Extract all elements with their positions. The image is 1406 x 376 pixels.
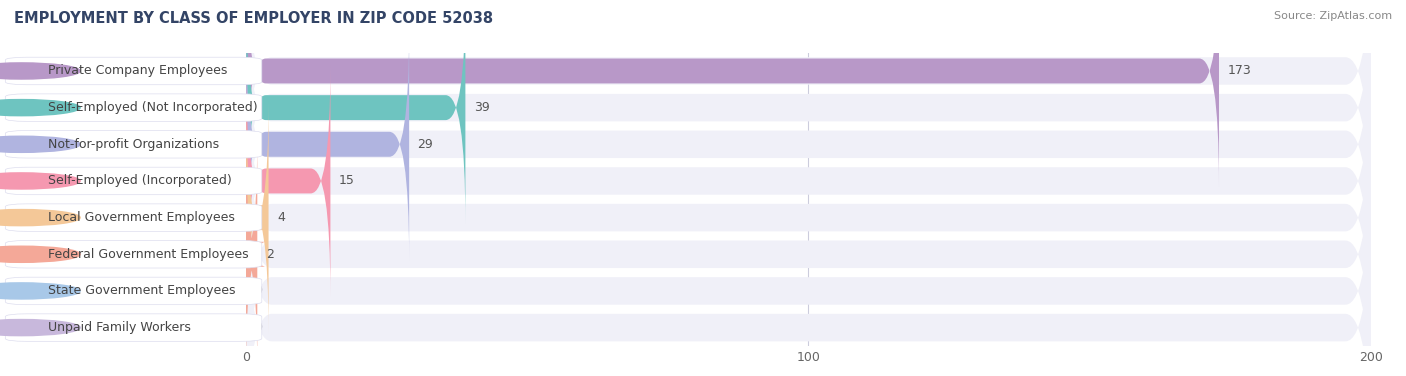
- Text: 0: 0: [254, 321, 263, 334]
- Circle shape: [0, 320, 80, 336]
- Text: Federal Government Employees: Federal Government Employees: [48, 248, 249, 261]
- FancyBboxPatch shape: [246, 65, 330, 297]
- Circle shape: [0, 209, 80, 226]
- Text: EMPLOYMENT BY CLASS OF EMPLOYER IN ZIP CODE 52038: EMPLOYMENT BY CLASS OF EMPLOYER IN ZIP C…: [14, 11, 494, 26]
- Text: Self-Employed (Not Incorporated): Self-Employed (Not Incorporated): [48, 101, 257, 114]
- FancyBboxPatch shape: [6, 241, 262, 268]
- Text: 4: 4: [277, 211, 285, 224]
- Text: Self-Employed (Incorporated): Self-Employed (Incorporated): [48, 174, 232, 188]
- FancyBboxPatch shape: [6, 204, 262, 231]
- FancyBboxPatch shape: [238, 138, 266, 370]
- Text: 39: 39: [474, 101, 489, 114]
- FancyBboxPatch shape: [6, 167, 262, 195]
- Circle shape: [0, 283, 80, 299]
- Text: Unpaid Family Workers: Unpaid Family Workers: [48, 321, 191, 334]
- Text: 15: 15: [339, 174, 354, 188]
- FancyBboxPatch shape: [6, 130, 262, 158]
- FancyBboxPatch shape: [246, 140, 1371, 376]
- FancyBboxPatch shape: [246, 29, 409, 260]
- Text: Not-for-profit Organizations: Not-for-profit Organizations: [48, 138, 219, 151]
- Circle shape: [0, 63, 80, 79]
- FancyBboxPatch shape: [246, 176, 1371, 376]
- Circle shape: [0, 173, 80, 189]
- FancyBboxPatch shape: [6, 314, 262, 341]
- FancyBboxPatch shape: [6, 94, 262, 121]
- FancyBboxPatch shape: [246, 0, 1371, 259]
- Text: Source: ZipAtlas.com: Source: ZipAtlas.com: [1274, 11, 1392, 21]
- Text: 0: 0: [254, 284, 263, 297]
- FancyBboxPatch shape: [246, 103, 1371, 376]
- Circle shape: [0, 246, 80, 262]
- FancyBboxPatch shape: [246, 67, 1371, 369]
- Text: State Government Employees: State Government Employees: [48, 284, 236, 297]
- FancyBboxPatch shape: [246, 0, 1371, 296]
- FancyBboxPatch shape: [6, 277, 262, 305]
- Circle shape: [0, 136, 80, 152]
- Text: Private Company Employees: Private Company Employees: [48, 64, 228, 77]
- Circle shape: [0, 100, 80, 116]
- Text: 2: 2: [266, 248, 274, 261]
- FancyBboxPatch shape: [246, 102, 269, 334]
- FancyBboxPatch shape: [246, 0, 1371, 222]
- FancyBboxPatch shape: [246, 0, 465, 223]
- Text: Local Government Employees: Local Government Employees: [48, 211, 235, 224]
- FancyBboxPatch shape: [6, 57, 262, 85]
- Text: 173: 173: [1227, 64, 1251, 77]
- FancyBboxPatch shape: [246, 30, 1371, 332]
- FancyBboxPatch shape: [246, 0, 1219, 187]
- Text: 29: 29: [418, 138, 433, 151]
